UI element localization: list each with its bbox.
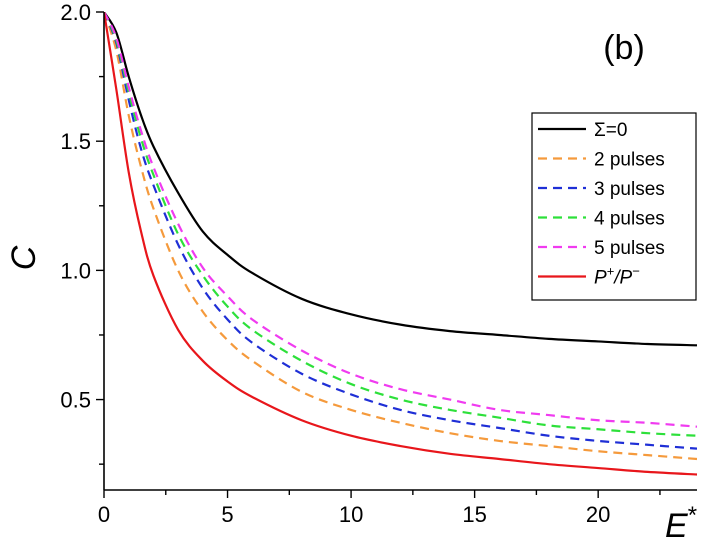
series-line-3 xyxy=(104,12,697,437)
plot-lines xyxy=(104,12,697,476)
x-tick-label: 5 xyxy=(221,502,233,527)
x-axis-label-sup: * xyxy=(688,502,697,529)
y-axis-label: C xyxy=(5,245,43,270)
y-tick-label: 0.5 xyxy=(60,388,91,413)
x-tick-label: 0 xyxy=(98,502,110,527)
x-axis-label-base: E xyxy=(665,507,688,545)
axes: 0 5 10 15 20 0.5 1.0 1.5 2.0 xyxy=(60,0,697,527)
panel-label: (b) xyxy=(603,29,645,67)
x-tick-label: 15 xyxy=(462,502,486,527)
legend-label-1: 2 pulses xyxy=(594,150,665,171)
y-tick-label: 1.0 xyxy=(60,258,91,283)
x-tick-label: 10 xyxy=(339,502,363,527)
legend: Σ=0 2 pulses 3 pulses 4 pulses 5 pulses P+/P− xyxy=(531,112,697,301)
legend-label-5: P+/P− xyxy=(594,264,640,289)
y-tick-label: 1.5 xyxy=(60,129,91,154)
x-axis-label: E* xyxy=(665,502,697,545)
series-line-0 xyxy=(104,12,697,347)
series-line-4 xyxy=(104,12,697,428)
legend-label-4: 5 pulses xyxy=(594,238,665,259)
series-line-2 xyxy=(104,12,697,450)
legend-label-3: 4 pulses xyxy=(594,209,665,230)
series-line-1 xyxy=(104,12,697,461)
series-line-5 xyxy=(104,12,697,476)
legend-label-2: 3 pulses xyxy=(594,179,665,200)
legend-label-0: Σ=0 xyxy=(594,120,627,141)
legend-box xyxy=(531,112,697,301)
y-tick-label: 2.0 xyxy=(60,0,91,25)
x-tick-label: 20 xyxy=(586,502,610,527)
